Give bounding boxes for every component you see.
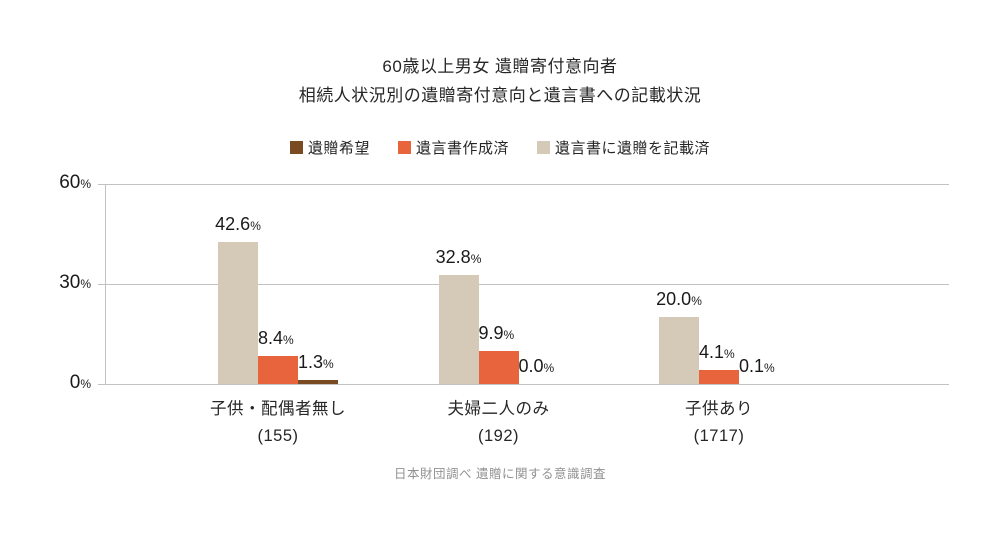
y-axis-label-30: 30% [59, 272, 91, 293]
legend-item-1: 遺言書作成済 [397, 137, 509, 158]
bar-遺贈希望-0 [298, 380, 338, 384]
gridline-60 [105, 184, 949, 185]
bar-遺言書作成済-1 [478, 351, 519, 384]
gridline-0 [105, 384, 949, 385]
y-axis-tick [98, 284, 105, 285]
bar-value-label: 9.9% [478, 323, 515, 343]
y-axis-label-0: 0% [69, 372, 91, 393]
bar-value-label: 0.1% [739, 356, 775, 376]
category-label-1: 夫婦二人のみ (192) [379, 396, 619, 450]
legend-swatch-icon [537, 141, 550, 154]
category-name: 子供・配偶者無し [210, 400, 346, 418]
legend-swatch-icon [397, 141, 411, 154]
y-axis-tick [98, 384, 105, 385]
chart-title-line1: 60歳以上男女 遺贈寄付意向者 [382, 57, 618, 76]
category-count: (155) [257, 427, 299, 445]
legend-swatch-icon [289, 141, 303, 154]
bar-value-label: 4.1% [699, 342, 735, 362]
legend-item-2: 遺言書に遺贈を記載済 [537, 137, 710, 158]
category-label-2: 子供あり (1717) [599, 396, 839, 450]
bar-遺言書作成済-2 [699, 370, 739, 384]
bar-遺言書に遺贈を記載済-2 [659, 317, 699, 384]
bar-遺言書に遺贈を記載済-1 [438, 275, 479, 384]
chart-legend: 遺贈希望 遺言書作成済 遺言書に遺贈を記載済 [0, 137, 1000, 158]
bar-value-label: 0.0% [518, 356, 555, 376]
legend-label: 遺言書に遺贈を記載済 [555, 140, 711, 157]
bar-遺言書作成済-0 [258, 356, 298, 384]
chart-title: 60歳以上男女 遺贈寄付意向者 相続人状況別の遺贈寄付意向と遺言書への記載状況 [0, 52, 1000, 110]
bar-value-label: 42.6% [215, 214, 261, 234]
category-count: (1717) [693, 427, 745, 445]
bar-value-label: 1.3% [298, 352, 334, 372]
legend-item-0: 遺贈希望 [289, 137, 370, 158]
category-count: (192) [477, 427, 520, 445]
category-label-0: 子供・配偶者無し (155) [158, 396, 398, 450]
bar-value-label: 20.0% [656, 289, 702, 309]
chart-title-line2: 相続人状況別の遺贈寄付意向と遺言書への記載状況 [298, 86, 702, 105]
y-axis-line [105, 184, 106, 385]
plot-area: 0% 30% 60% 42.6% 8.4% 1.3% 子供・配偶者無し (155) 32.8% 9… [59, 172, 949, 445]
bar-value-label: 32.8% [435, 247, 482, 267]
legend-label: 遺言書作成済 [415, 140, 509, 157]
source-note: 日本財団調べ 遺贈に関する意識調査 [394, 467, 606, 481]
bar-value-label: 8.4% [258, 328, 294, 348]
y-axis-tick [98, 184, 105, 185]
legend-label: 遺贈希望 [307, 140, 370, 157]
gridline-30 [105, 284, 949, 285]
bar-遺言書に遺贈を記載済-0 [218, 242, 258, 384]
category-name: 子供あり [685, 400, 753, 418]
y-axis-label-60: 60% [59, 172, 91, 193]
category-name: 夫婦二人のみ [447, 400, 550, 418]
